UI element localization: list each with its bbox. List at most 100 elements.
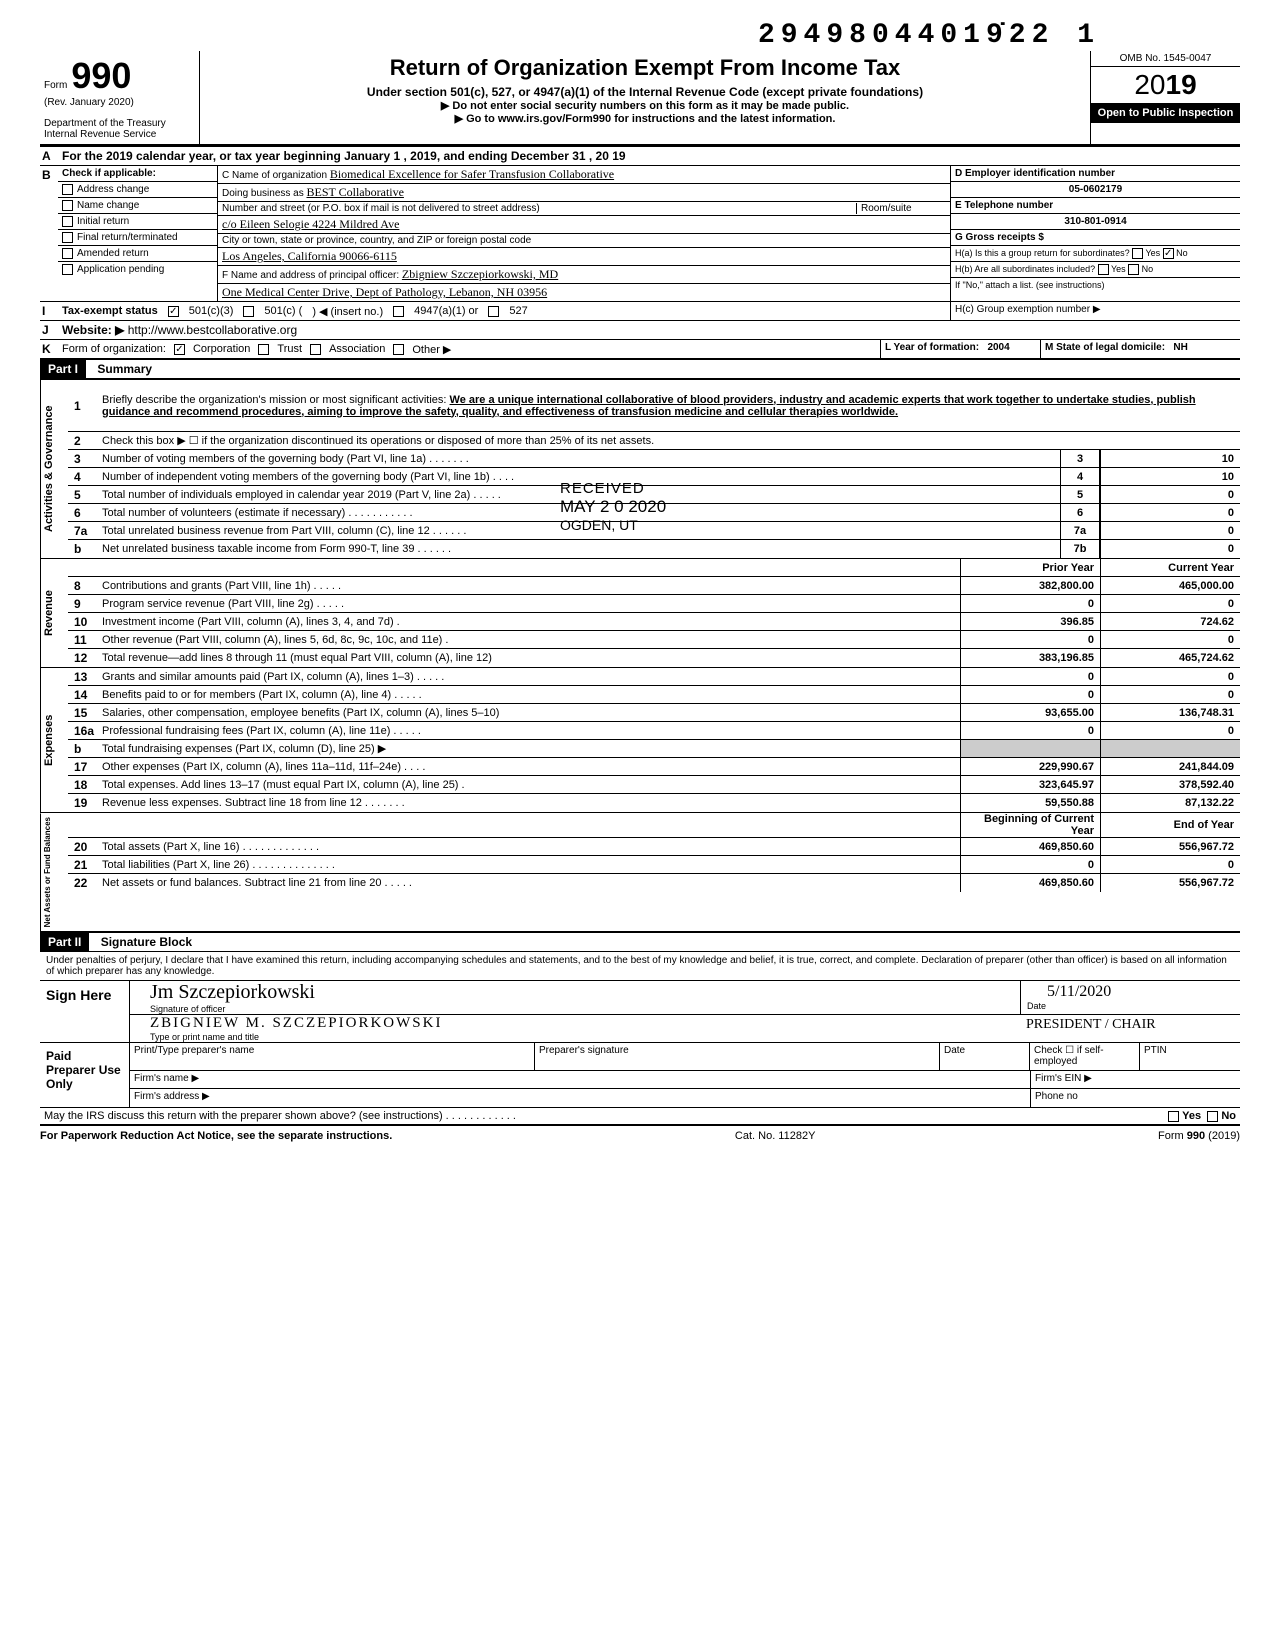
cb-name-change[interactable]: Name change <box>58 198 217 214</box>
room-label: Room/suite <box>856 203 946 214</box>
side-governance: Activities & Governance <box>40 380 68 558</box>
cb-address-change[interactable]: Address change <box>58 182 217 198</box>
paid-preparer-row: Paid Preparer Use Only Print/Type prepar… <box>40 1043 1240 1108</box>
employees: 0 <box>1100 486 1240 503</box>
voting-members: 10 <box>1100 450 1240 467</box>
section-b-to-h: B Check if applicable: Address change Na… <box>40 166 1240 302</box>
sig-name: ZBIGNIEW M. SZCZEPIORKOWSKI <box>130 1015 1020 1032</box>
line-a-text: For the 2019 calendar year, or tax year … <box>58 147 1240 165</box>
paperwork-notice: For Paperwork Reduction Act Notice, see … <box>40 1130 392 1142</box>
investment: 724.62 <box>1100 613 1240 630</box>
net-unrelated: 0 <box>1100 540 1240 558</box>
form-footer: Form 990 (2019) <box>1158 1130 1240 1142</box>
cb-discuss-yes[interactable] <box>1168 1111 1179 1122</box>
volunteers: 0 <box>1100 504 1240 521</box>
received-stamp: RECEIVED MAY 2 0 2020 OGDEN, UT <box>560 480 666 533</box>
hc-label: H(c) Group exemption number ▶ <box>950 302 1240 320</box>
addr-value: c/o Eileen Selogie 4224 Mildred Ave <box>222 217 399 231</box>
form-label: Form <box>44 80 67 91</box>
cb-other[interactable] <box>393 344 404 355</box>
dept: Department of the Treasury <box>44 118 195 129</box>
grants-paid: 0 <box>1100 668 1240 685</box>
governance-section: Activities & Governance 1 Briefly descri… <box>40 379 1240 558</box>
top-number: 29498044019̇22 1 <box>40 20 1240 51</box>
website: http://www.bestcollaborative.org <box>128 323 297 337</box>
salaries: 136,748.31 <box>1100 704 1240 721</box>
cb-trust[interactable] <box>258 344 269 355</box>
subtitle: Under section 501(c), 527, or 4947(a)(1)… <box>208 85 1082 99</box>
part-1-header: Part I Summary <box>40 360 1240 379</box>
officer-signature: Jm Szczepiorkowski <box>130 981 1020 1004</box>
program-rev: 0 <box>1100 595 1240 612</box>
c-label: C Name of organization <box>222 170 327 181</box>
h-note: If "No," attach a list. (see instruction… <box>951 278 1240 292</box>
self-employed: Check ☐ if self-employed <box>1030 1043 1140 1070</box>
total-liab: 0 <box>1100 856 1240 873</box>
cb-501c[interactable] <box>243 306 254 317</box>
main-info: C Name of organization Biomedical Excell… <box>218 166 950 301</box>
sign-here-row: Sign Here Jm Szczepiorkowski Signature o… <box>40 981 1240 1043</box>
sig-date: 5/11/2020 <box>1027 983 1234 1001</box>
part-2-header: Part II Signature Block <box>40 933 1240 952</box>
col-current: Current Year <box>1100 559 1240 576</box>
sig-title: PRESIDENT / CHAIR <box>1020 1015 1240 1042</box>
warning-1: ▶ Do not enter social security numbers o… <box>208 99 1082 112</box>
form-header: Form 990 (Rev. January 2020) Department … <box>40 51 1240 146</box>
other-exp: 241,844.09 <box>1100 758 1240 775</box>
cb-corp[interactable]: ✓ <box>174 344 185 355</box>
firm-phone: Phone no <box>1030 1089 1240 1107</box>
line-k: K Form of organization: ✓Corporation Tru… <box>40 340 1240 360</box>
col-end: End of Year <box>1100 813 1240 837</box>
tax-status-label: Tax-exempt status <box>62 305 158 317</box>
irs: Internal Revenue Service <box>44 129 195 140</box>
tax-year: 20201919 <box>1091 67 1240 103</box>
col-begin: Beginning of Current Year <box>960 813 1100 837</box>
checkbox-column: Check if applicable: Address change Name… <box>58 166 218 301</box>
benefits: 0 <box>1100 686 1240 703</box>
omb-number: OMB No. 1545-0047 <box>1091 51 1240 67</box>
ptin: PTIN <box>1140 1043 1240 1070</box>
may-irs-discuss: May the IRS discuss this return with the… <box>40 1108 1240 1126</box>
expenses-section: Expenses 13Grants and similar amounts pa… <box>40 667 1240 812</box>
form-number: 990 <box>71 55 131 97</box>
cb-initial-return[interactable]: Initial return <box>58 214 217 230</box>
org-name: Biomedical Excellence for Safer Transfus… <box>330 167 614 181</box>
footer: For Paperwork Reduction Act Notice, see … <box>40 1126 1240 1142</box>
unrelated-rev: 0 <box>1100 522 1240 539</box>
b-label: Check if applicable: <box>58 166 217 182</box>
cb-527[interactable] <box>488 306 499 317</box>
total-rev: 465,724.62 <box>1100 649 1240 667</box>
e-label: E Telephone number <box>955 200 1053 211</box>
city-label: City or town, state or province, country… <box>222 235 531 246</box>
other-rev: 0 <box>1100 631 1240 648</box>
col-prior: Prior Year <box>960 559 1100 576</box>
cb-assoc[interactable] <box>310 344 321 355</box>
cb-501c3[interactable]: ✓ <box>168 306 179 317</box>
line-2: Check this box ▶ ☐ if the organization d… <box>98 433 1240 448</box>
open-public: Open to Public Inspection <box>1091 103 1240 123</box>
g-label: G Gross receipts $ <box>955 232 1044 243</box>
cb-final-return[interactable]: Final return/terminated <box>58 230 217 246</box>
preparer-name-col: Print/Type preparer's name <box>130 1043 535 1070</box>
cb-4947[interactable] <box>393 306 404 317</box>
cb-discuss-no[interactable] <box>1207 1111 1218 1122</box>
dba-label: Doing business as <box>222 188 304 199</box>
preparer-date-col: Date <box>940 1043 1030 1070</box>
total-exp: 378,592.40 <box>1100 776 1240 793</box>
line-a: A For the 2019 calendar year, or tax yea… <box>40 146 1240 166</box>
indep-members: 10 <box>1100 468 1240 485</box>
cb-pending[interactable]: Application pending <box>58 262 217 277</box>
net-assets-section: Net Assets or Fund Balances Beginning of… <box>40 812 1240 933</box>
year-formation: 2004 <box>987 342 1009 353</box>
phone: 310-801-0914 <box>951 214 1240 230</box>
line-i: I Tax-exempt status ✓501(c)(3) 501(c) ( … <box>40 302 1240 321</box>
revision: (Rev. January 2020) <box>44 97 195 108</box>
fundraising-fees: 0 <box>1100 722 1240 739</box>
state-domicile: NH <box>1173 342 1187 353</box>
firm-addr: Firm's address ▶ <box>130 1089 1030 1107</box>
perjury-statement: Under penalties of perjury, I declare th… <box>40 952 1240 981</box>
dba-value: BEST Collaborative <box>307 185 404 199</box>
cb-amended[interactable]: Amended return <box>58 246 217 262</box>
addr-label: Number and street (or P.O. box if mail i… <box>222 203 540 214</box>
total-fundraising <box>1100 740 1240 757</box>
